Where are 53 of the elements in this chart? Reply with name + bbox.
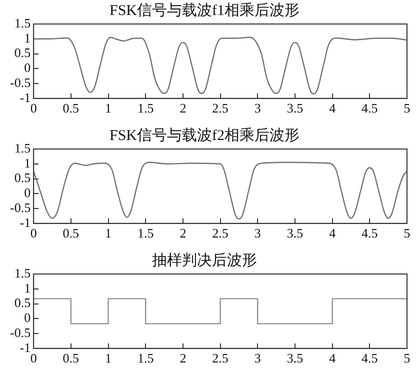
y-tick-label: -1 xyxy=(20,90,31,105)
x-tick-label: 3 xyxy=(254,350,261,366)
y-tick-label: 0 xyxy=(24,185,31,200)
x-tick-label: 4 xyxy=(329,100,336,116)
chart-title: FSK信号与载波f1相乘后波形 xyxy=(109,2,300,19)
x-tick-label: 3 xyxy=(254,100,261,116)
y-tick-label: 0.5 xyxy=(14,45,31,60)
y-tick-label: 0 xyxy=(24,310,31,326)
y-tick-label: 1 xyxy=(24,155,31,170)
x-tick-label: 4 xyxy=(329,350,336,366)
chart-title: 抽样判决后波形 xyxy=(152,252,257,269)
x-tick-label: 2 xyxy=(180,100,186,116)
x-tick-label: 1 xyxy=(105,100,112,116)
x-tick-label: 1.5 xyxy=(137,226,154,241)
chart-title: FSK信号与载波f2相乘后波形 xyxy=(109,126,300,144)
y-tick-label: 1.5 xyxy=(14,265,31,280)
x-tick-label: 2.5 xyxy=(212,350,228,366)
y-tick-label: -0.5 xyxy=(10,324,31,340)
x-tick-label: 5 xyxy=(404,350,410,366)
x-tick-label: 3.5 xyxy=(286,350,304,366)
x-tick-label: 1.5 xyxy=(137,350,154,366)
y-tick-label: 1.5 xyxy=(14,15,31,30)
y-tick-label: -0.5 xyxy=(10,74,31,90)
line-series xyxy=(34,36,407,95)
x-tick-label: 4 xyxy=(329,226,336,241)
x-tick-label: 4.5 xyxy=(362,350,378,366)
x-tick-label: 5 xyxy=(404,226,410,241)
x-tick-label: 0.5 xyxy=(62,226,80,241)
y-tick-label: 1.5 xyxy=(14,140,31,156)
x-tick-label: 2.5 xyxy=(212,226,228,241)
x-tick-label: 3 xyxy=(254,226,261,241)
y-tick-label: -0.5 xyxy=(10,200,31,215)
y-tick-label: 0 xyxy=(24,60,31,76)
x-tick-label: 1 xyxy=(105,226,112,241)
x-tick-label: 2 xyxy=(180,226,186,241)
x-tick-label: 3.5 xyxy=(286,100,304,116)
y-tick-label: 1 xyxy=(24,30,31,46)
x-tick-label: 2 xyxy=(180,350,186,366)
y-tick-label: 0.5 xyxy=(14,295,31,310)
x-tick-label: 3.5 xyxy=(286,226,304,241)
x-tick-label: 0.5 xyxy=(62,100,80,116)
x-tick-label: 1.5 xyxy=(137,100,154,116)
y-tick-label: -1 xyxy=(20,214,31,230)
x-tick-label: 4.5 xyxy=(362,226,378,241)
x-tick-label: 2.5 xyxy=(212,100,228,116)
x-tick-label: 1 xyxy=(105,350,112,366)
y-tick-label: 0.5 xyxy=(14,170,31,186)
line-series xyxy=(34,162,407,220)
x-tick-label: 4.5 xyxy=(362,100,378,116)
x-tick-label: 5 xyxy=(404,100,410,116)
x-tick-label: 0.5 xyxy=(62,350,80,366)
y-tick-label: 1 xyxy=(24,280,31,296)
y-tick-label: -1 xyxy=(20,340,31,355)
